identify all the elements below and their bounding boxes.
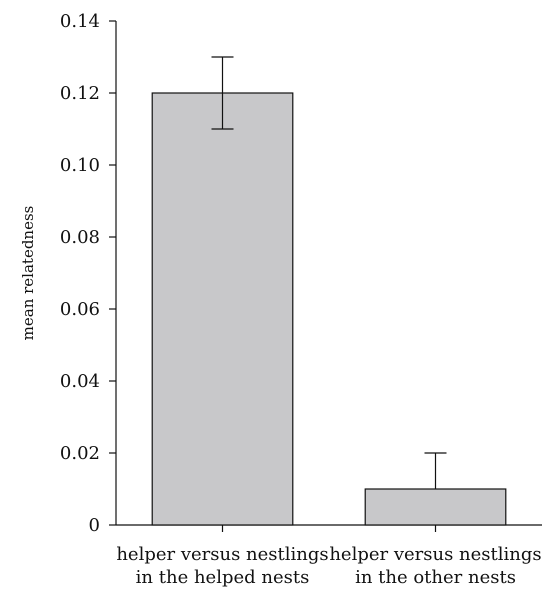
x-tick-label: helper versus nestlings in the other nest… [329, 544, 541, 588]
x-axis: helper versus nestlings in the helped nes… [116, 524, 542, 588]
y-tick-label: 0.10 [60, 155, 100, 176]
y-tick-label: 0.02 [60, 443, 100, 464]
bars [151, 92, 507, 526]
error-bars [211, 56, 447, 489]
y-tick-label: 0.14 [60, 11, 100, 32]
y-tick-label: 0.04 [60, 371, 100, 392]
y-axis: 0 0.02 0.04 0.06 0.08 0.10 0.12 0.14 [60, 11, 117, 536]
bar [364, 488, 507, 526]
y-tick-label: 0.06 [60, 299, 100, 320]
y-tick-label: 0.08 [60, 227, 100, 248]
y-axis-label: mean relatedness [19, 206, 37, 341]
x-tick-label: helper versus nestlings in the helped nes… [116, 544, 328, 588]
y-tick-label: 0.12 [60, 83, 100, 104]
y-tick-label: 0 [89, 515, 100, 536]
bar [151, 92, 294, 526]
